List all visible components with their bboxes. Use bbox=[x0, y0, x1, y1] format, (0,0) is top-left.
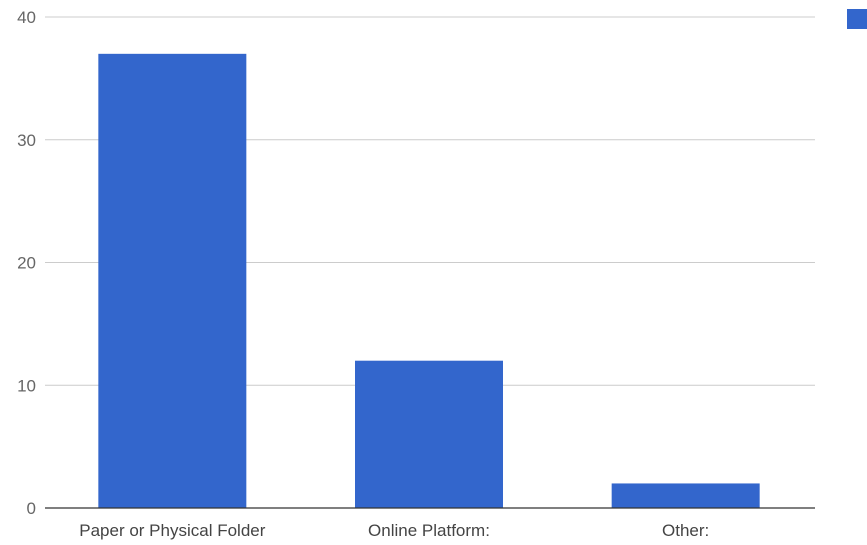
legend-swatch-0 bbox=[847, 9, 867, 29]
y-axis-tick-labels: 0 10 20 30 40 bbox=[17, 8, 36, 518]
x-category-label-1: Online Platform: bbox=[368, 521, 490, 540]
bars bbox=[98, 53, 760, 508]
x-category-label-0: Paper or Physical Folder bbox=[79, 521, 265, 540]
y-tick-label-30: 30 bbox=[17, 131, 36, 150]
y-tick-label-0: 0 bbox=[27, 499, 36, 518]
bar-2 bbox=[611, 483, 760, 508]
bar-1 bbox=[355, 360, 503, 508]
y-tick-label-40: 40 bbox=[17, 8, 36, 27]
y-tick-label-10: 10 bbox=[17, 376, 36, 395]
x-axis-category-labels: Paper or Physical Folder Online Platform:… bbox=[79, 521, 709, 540]
legend bbox=[847, 9, 867, 29]
y-tick-label-20: 20 bbox=[17, 254, 36, 273]
bar-0 bbox=[98, 53, 247, 508]
x-category-label-2: Other: bbox=[662, 521, 709, 540]
